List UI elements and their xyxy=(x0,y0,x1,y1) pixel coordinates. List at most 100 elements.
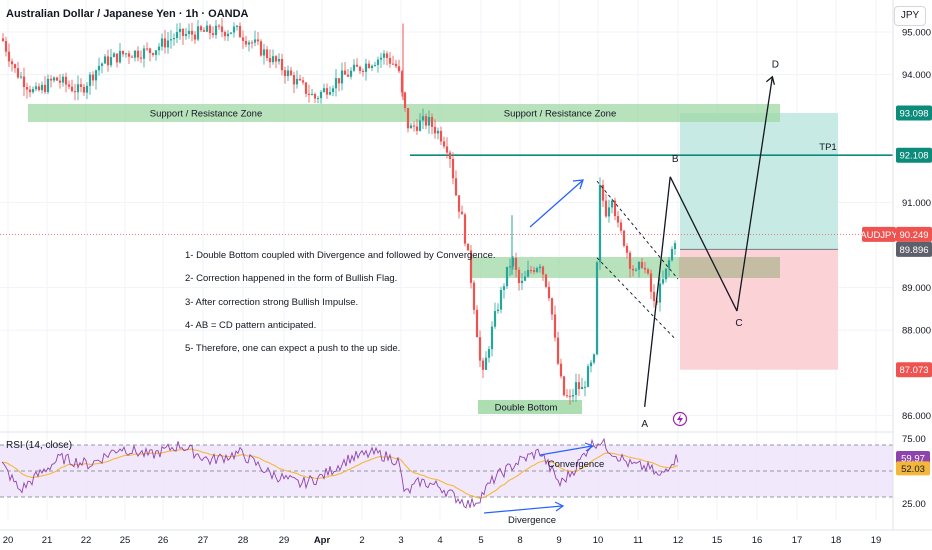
candle-body-148 xyxy=(445,146,449,153)
candle-body-129 xyxy=(388,57,392,64)
candle-body-118 xyxy=(355,64,359,67)
candle-body-215 xyxy=(646,269,650,274)
candle-body-57 xyxy=(172,38,176,40)
candle-body-41 xyxy=(124,53,128,55)
candle-body-17 xyxy=(52,77,56,81)
candle-body-35 xyxy=(106,56,110,66)
candle-body-201 xyxy=(604,200,608,217)
candle-body-180 xyxy=(541,266,545,275)
price-label-1: 92.108 xyxy=(899,151,928,162)
time-tick-13: 8 xyxy=(517,535,522,546)
event-marker-bolt xyxy=(677,414,683,424)
candle-body-202 xyxy=(607,207,611,217)
candle-body-39 xyxy=(118,50,122,63)
candle-body-217 xyxy=(652,291,656,302)
candle-body-216 xyxy=(649,273,653,292)
candle-body-3 xyxy=(10,61,14,65)
candle-body-191 xyxy=(574,382,578,396)
candle-body-161 xyxy=(484,357,488,370)
time-tick-22: 19 xyxy=(871,535,882,546)
divergence-arrow xyxy=(483,505,563,514)
candle-body-119 xyxy=(358,66,362,71)
candle-body-25 xyxy=(76,84,80,93)
currency-button[interactable]: JPY xyxy=(894,6,926,26)
candle-body-150 xyxy=(451,158,455,179)
time-tick-3: 25 xyxy=(120,535,131,546)
candle-body-99 xyxy=(298,78,302,81)
candle-body-30 xyxy=(91,74,95,81)
candle-body-210 xyxy=(631,268,635,271)
candle-body-71 xyxy=(214,25,218,36)
price-label-4: 89.896 xyxy=(899,245,928,256)
candle-body-38 xyxy=(115,53,119,63)
time-tick-5: 27 xyxy=(198,535,209,546)
time-tick-17: 12 xyxy=(673,535,684,546)
candle-body-177 xyxy=(532,270,536,272)
candle-body-64 xyxy=(193,34,197,40)
time-tick-10: 3 xyxy=(398,535,403,546)
candle-body-7 xyxy=(22,76,26,88)
candle-body-101 xyxy=(304,82,308,94)
candle-body-151 xyxy=(454,178,458,196)
candles-layer xyxy=(1,18,677,405)
candle-body-190 xyxy=(571,395,575,397)
candle-body-149 xyxy=(448,152,452,159)
convergence-arrow xyxy=(539,445,593,456)
candle-body-86 xyxy=(259,41,263,56)
leg-ab xyxy=(644,176,671,407)
time-tick-9: 2 xyxy=(359,535,364,546)
candle-body-143 xyxy=(430,116,434,127)
candle-body-204 xyxy=(613,200,617,217)
price-label-2: AUDJPY xyxy=(860,230,898,241)
candle-body-18 xyxy=(55,77,59,81)
candle-body-142 xyxy=(427,116,431,126)
candle-body-114 xyxy=(343,70,347,75)
rsi-tick-0: 75.00 xyxy=(902,434,926,445)
candle-body-69 xyxy=(208,25,212,34)
chart-title: Australian Dollar / Japanese Yen · 1h · … xyxy=(6,8,249,20)
candle-body-85 xyxy=(256,39,260,42)
candle-body-23 xyxy=(70,86,74,92)
candle-body-77 xyxy=(232,26,236,33)
note-4: 4- AB = CD pattern anticipated. xyxy=(185,319,317,331)
candle-body-95 xyxy=(286,70,290,76)
candle-body-19 xyxy=(58,80,62,83)
candle-body-132 xyxy=(397,66,401,72)
candle-body-79 xyxy=(238,25,242,38)
candle-body-154 xyxy=(463,214,467,244)
candle-body-47 xyxy=(142,48,146,59)
sr-zone-mid-overlap xyxy=(679,257,780,278)
candle-body-100 xyxy=(301,80,305,83)
candle-body-183 xyxy=(550,298,554,315)
candle-body-213 xyxy=(640,261,644,268)
candle-body-13 xyxy=(40,84,44,91)
candle-body-63 xyxy=(190,30,194,35)
candle-body-76 xyxy=(229,32,233,34)
candle-body-192 xyxy=(577,382,581,390)
candle-body-20 xyxy=(61,76,65,83)
candle-body-4 xyxy=(13,64,17,69)
time-tick-12: 5 xyxy=(478,535,483,546)
candle-body-176 xyxy=(529,270,533,272)
price-tick-5: 86.000 xyxy=(902,411,931,422)
candle-body-116 xyxy=(349,70,353,77)
candle-body-107 xyxy=(322,88,326,92)
double-bottom-label: Double Bottom xyxy=(495,403,558,414)
candle-body-220 xyxy=(661,279,665,284)
candle-body-83 xyxy=(250,42,254,44)
time-tick-8: Apr xyxy=(314,535,331,546)
candle-body-189 xyxy=(568,395,572,397)
candle-body-224 xyxy=(673,243,677,250)
price-label-bg-4 xyxy=(896,241,932,257)
divergence-arrow-head xyxy=(554,501,565,512)
candle-body-152 xyxy=(457,195,461,212)
candle-body-67 xyxy=(202,30,206,32)
candle-body-198 xyxy=(595,262,599,355)
candle-body-81 xyxy=(244,40,248,45)
candle-body-44 xyxy=(133,50,137,58)
candle-body-174 xyxy=(523,276,527,281)
candle-body-50 xyxy=(151,53,155,56)
candle-body-36 xyxy=(109,57,113,66)
leg-bc xyxy=(669,176,738,312)
